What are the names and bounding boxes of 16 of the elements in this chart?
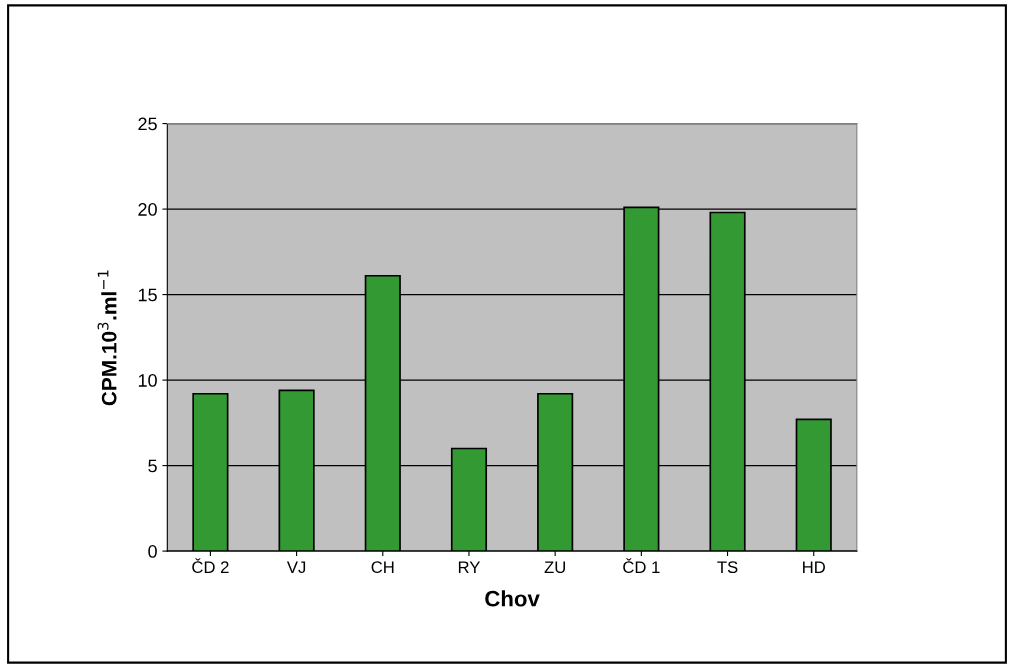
- x-tick-label: CH: [371, 561, 394, 574]
- x-tick-label: TS: [717, 561, 738, 574]
- y-tick-label: 10: [138, 374, 157, 387]
- x-tick-label: HD: [803, 561, 825, 573]
- x-tick-label: ČD 1: [623, 558, 660, 574]
- x-tick-label: RY: [458, 561, 481, 573]
- y-tick-label: 0: [148, 545, 157, 558]
- x-tick-label: ZU: [544, 561, 565, 574]
- y-tick-label: 15: [138, 288, 157, 302]
- x-axis-title: Chov: [485, 590, 540, 607]
- y-tick-label: 5: [148, 459, 157, 473]
- y-axis-title: CPM.10$^{3}$.ml$^{−1}$: [97, 270, 117, 406]
- x-tick-label: ČD 2: [192, 558, 229, 574]
- y-tick-label: 25: [138, 117, 157, 131]
- x-tick-label: VJ: [286, 561, 306, 574]
- y-tick-label: 20: [138, 203, 157, 216]
